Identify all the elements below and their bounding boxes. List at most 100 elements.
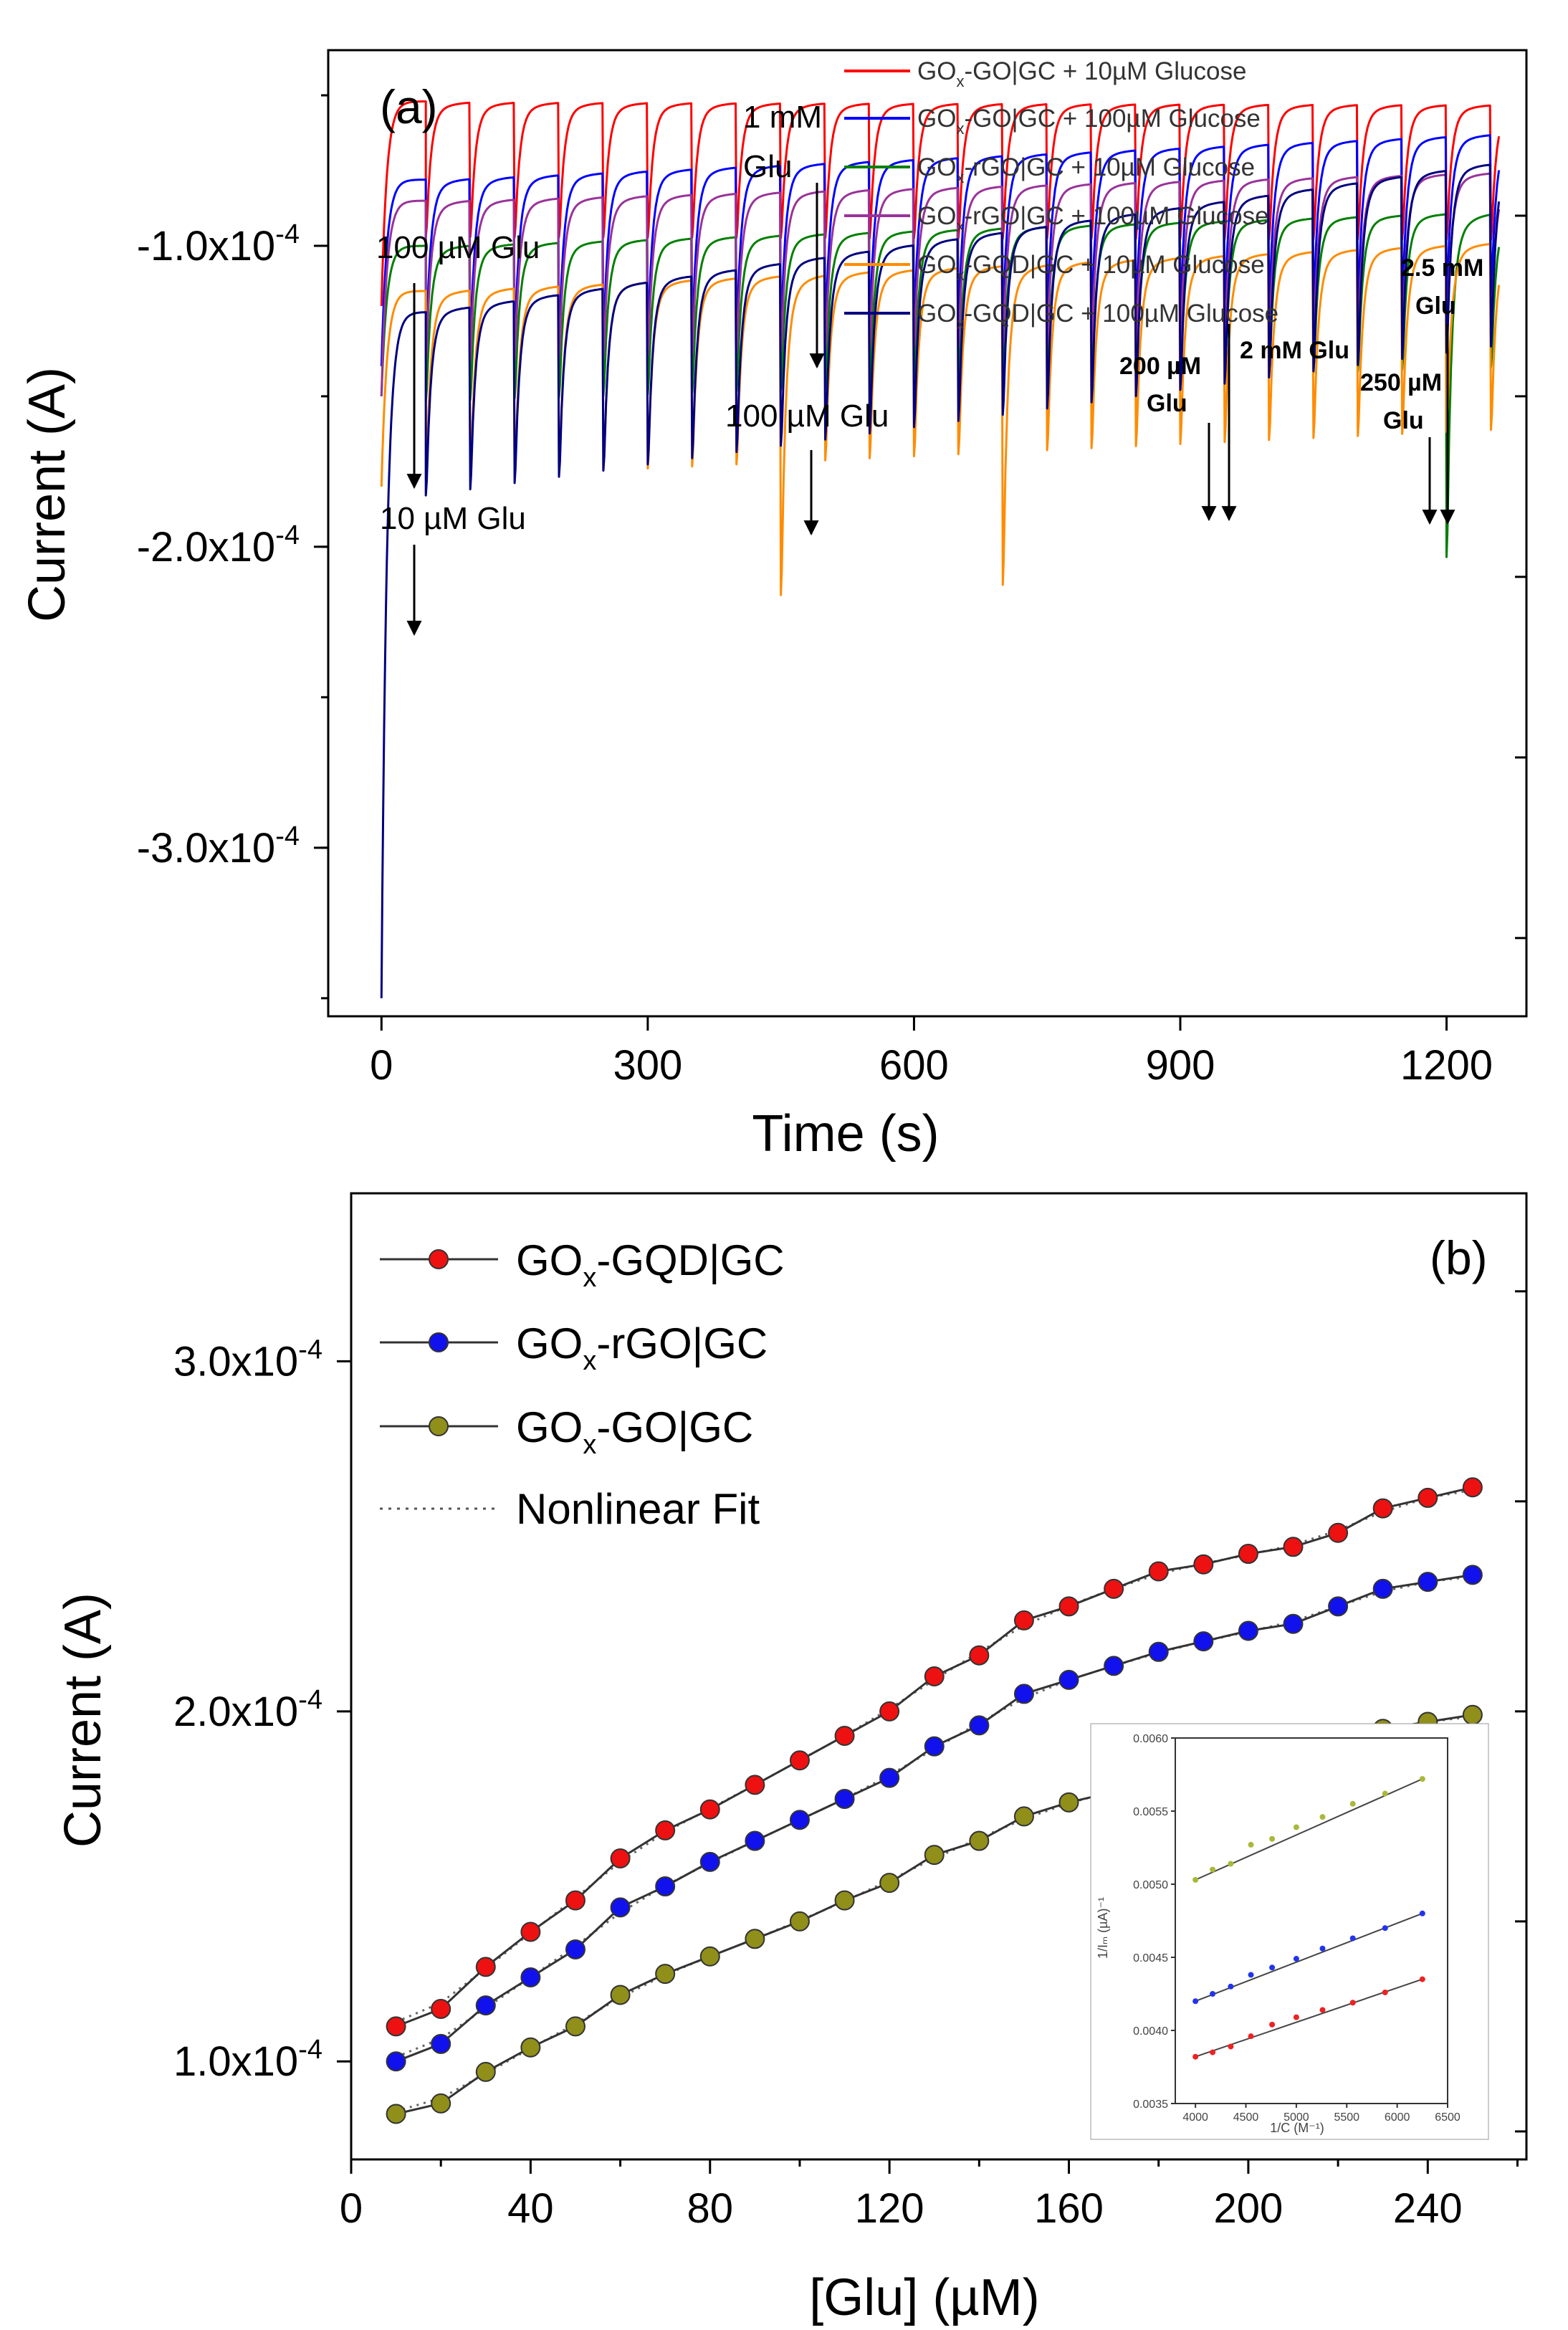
inset-point-gox-gqd-gc	[1210, 2049, 1216, 2056]
anno-2-5mm-glu-line2: Glu	[1415, 292, 1456, 320]
panel-b-point-gox-rgo-gc	[565, 1939, 585, 1959]
panel-b-point-gox-gqd-gc	[969, 1645, 990, 1666]
panel-b-y-axis-title: Current (A)	[54, 1593, 112, 1848]
inset-point-gox-rgo-gc	[1319, 1945, 1326, 1952]
panel-b-point-gox-rgo-gc	[1462, 1565, 1483, 1585]
panel-b-point-gox-gqd-gc	[834, 1726, 855, 1747]
panel-a-trace-gox-rgo-gc-10-m-glucose	[380, 213, 1501, 558]
legend-label-gox-go-10um: GOx-GO|GC + 10µM Glucose	[917, 57, 1246, 90]
panel-b-point-gox-rgo-gc	[1013, 1684, 1034, 1704]
anno-1mm-glu-line2: Glu	[743, 149, 792, 184]
inset-x-tick-label: 5000	[1283, 2111, 1309, 2124]
panel-b-point-gox-gqd-gc	[879, 1701, 900, 1722]
panel-a-plot-frame	[327, 49, 1528, 1018]
inset-point-gox-gqd-gc	[1382, 1989, 1388, 1995]
panel-b-point-gox-rgo-gc	[789, 1810, 810, 1830]
inset-point-gox-go-gc	[1319, 1814, 1326, 1820]
panel-a-trace-gox-rgo-gc-100-m-glucose	[380, 172, 1501, 396]
panel-b-point-gox-gqd-gc	[745, 1775, 765, 1795]
panel-a-trace-gox-gqd-gc-100-m-glucose	[380, 163, 1501, 998]
legend-label-gox-rgo-100um: GOx-rGO|GC + 100µM Glucose	[917, 202, 1269, 235]
panel-b-point-gox-rgo-gc	[879, 1767, 900, 1788]
panel-a-y-axis-title: Current (A)	[19, 367, 76, 622]
inset-ticks: 4000 4500 5000 5500 6000 6500 0.0035 0.0040 0.00…	[1133, 1733, 1461, 2124]
inset-y-axis-title: 1/Iₘ (µA)⁻¹	[1096, 1897, 1110, 1959]
panel-a-series	[380, 100, 1501, 998]
panel-b-point-gox-go-gc	[1013, 1806, 1034, 1827]
panel-a-ticks: 0 300 600 900 1200 -3.0x10-4 -2.0x10-4 -1.0x10-…	[137, 94, 1526, 1089]
anno-2-5mm-glu-line1: 2.5 mM	[1401, 254, 1483, 282]
panel-b-ticks: 0 40 80 120 160 200 240 1.0x10-4 2.0x10-4 3.0x10-…	[173, 1290, 1526, 2232]
inset-y-tick-label: 0.0040	[1133, 2025, 1168, 2038]
panel-b-point-gox-go-gc	[789, 1911, 810, 1932]
inset-point-gox-rgo-gc	[1419, 1910, 1425, 1916]
inset-point-gox-rgo-gc	[1192, 1998, 1199, 2005]
inset-point-gox-gqd-gc	[1349, 2000, 1356, 2006]
panel-b-point-gox-go-gc	[386, 2104, 406, 2124]
legend-label-gox-go-100um: GOx-GO|GC + 100µM Glucose	[917, 105, 1261, 138]
panel-b-inset-chart: 4000 4500 5000 5500 6000 6500 0.0035 0.0040 0.00…	[1090, 1723, 1489, 2140]
anno-250um-glu-line2: Glu	[1383, 407, 1424, 434]
panel-a-y-tick-label: -2.0x10-4	[137, 520, 300, 570]
inset-x-tick-label: 4000	[1182, 2111, 1208, 2124]
panel-b-point-gox-gqd-gc	[1328, 1522, 1349, 1543]
inset-point-gox-rgo-gc	[1293, 1956, 1299, 1962]
panel-a-chart: 0 300 600 900 1200 -3.0x10-4 -2.0x10-4 -1.0x10-…	[19, 49, 1528, 1162]
panel-b-point-gox-gqd-gc	[1283, 1537, 1304, 1557]
inset-series	[1192, 1776, 1425, 2060]
anno-250um-glu-line1: 250 µM	[1360, 369, 1442, 396]
anno-200um-glu-line1: 200 µM	[1119, 353, 1201, 380]
panel-b-chart: 0 40 80 120 160 200 240 1.0x10-4 2.0x10-4 3.0x10-…	[54, 1192, 1528, 2326]
anno-10um-glu: 10 µM Glu	[380, 501, 526, 536]
panel-b-point-gox-gqd-gc	[699, 1799, 720, 1820]
panel-a-trace-gox-go-gc-100-m-glucose	[380, 134, 1501, 366]
anno-100um-glu-mid: 100 µM Glu	[725, 398, 889, 434]
inset-point-gox-gqd-gc	[1293, 2014, 1299, 2020]
panel-b-point-gox-rgo-gc	[1283, 1613, 1304, 1634]
inset-point-gox-go-gc	[1248, 1841, 1254, 1848]
panel-a-trace-gox-go-gc-10-m-glucose	[380, 100, 1501, 306]
inset-point-gox-rgo-gc	[1248, 1972, 1254, 1978]
panel-b-point-gox-rgo-gc	[1328, 1596, 1349, 1617]
panel-b-point-gox-gqd-gc	[386, 2016, 406, 2037]
panel-a-x-tick-label: 300	[613, 1042, 682, 1089]
legend-marker-gox-gqd	[429, 1249, 449, 1269]
legend-label-gox-rgo-10um: GOx-rGO|GC + 10µM Glucose	[917, 153, 1255, 186]
legend-label-gox-gqd-10um: GOx-GQD|GC + 10µM Glucose	[917, 251, 1265, 284]
inset-x-axis-title: 1/C (M⁻¹)	[1270, 2121, 1324, 2135]
legend-label-gox-go: GOx-GO|GC	[516, 1403, 753, 1460]
anno-2mm-glu: 2 mM Glu	[1240, 337, 1349, 364]
legend-label-nonlinear-fit: Nonlinear Fit	[516, 1485, 760, 1533]
panel-b-y-tick-label: 1.0x10-4	[173, 2035, 322, 2085]
panel-b-point-gox-gqd-gc	[565, 1890, 585, 1911]
panel-a-x-tick-label: 1200	[1400, 1042, 1493, 1089]
inset-point-gox-go-gc	[1269, 1835, 1276, 1842]
inset-x-tick-label: 6000	[1385, 2111, 1410, 2124]
panel-b-point-gox-go-gc	[699, 1946, 720, 1967]
inset-y-tick-label: 0.0060	[1133, 1733, 1168, 1745]
panel-b-point-gox-go-gc	[834, 1890, 855, 1911]
panel-b-point-gox-go-gc	[1462, 1704, 1483, 1725]
panel-b-x-axis-title: [Glu] (µM)	[809, 2269, 1039, 2326]
panel-b-x-tick-label: 80	[687, 2185, 734, 2232]
inset-y-tick-label: 0.0035	[1133, 2099, 1168, 2111]
panel-a-legend: GOx-GO|GC + 10µM Glucose GOx-GO|GC + 100…	[844, 57, 1278, 333]
inset-y-tick-label: 0.0045	[1133, 1952, 1168, 1964]
panel-a-x-tick-label: 600	[879, 1042, 949, 1089]
panel-b-point-gox-gqd-gc	[475, 1957, 496, 1977]
panel-b-point-gox-go-gc	[431, 2093, 451, 2114]
panel-b-x-tick-label: 160	[1034, 2185, 1104, 2232]
panel-b-point-gox-gqd-gc	[1193, 1554, 1214, 1575]
legend-label-gox-gqd-100um: GOx-GQD|GC + 100µM Glucose	[917, 300, 1278, 333]
inset-point-gox-gqd-gc	[1228, 2043, 1234, 2050]
panel-b-point-gox-rgo-gc	[745, 1830, 765, 1851]
panel-b-point-gox-rgo-gc	[1238, 1620, 1258, 1641]
panel-b-point-gox-gqd-gc	[1372, 1498, 1393, 1519]
inset-x-tick-label: 5500	[1334, 2111, 1359, 2124]
panel-b-point-gox-rgo-gc	[1418, 1572, 1438, 1593]
panel-b-point-gox-gqd-gc	[1148, 1561, 1169, 1582]
panel-b-point-gox-go-gc	[745, 1929, 765, 1949]
panel-b-x-tick-label: 120	[855, 2185, 924, 2232]
inset-point-gox-go-gc	[1210, 1866, 1216, 1873]
panel-b-point-gox-go-gc	[565, 2016, 585, 2037]
